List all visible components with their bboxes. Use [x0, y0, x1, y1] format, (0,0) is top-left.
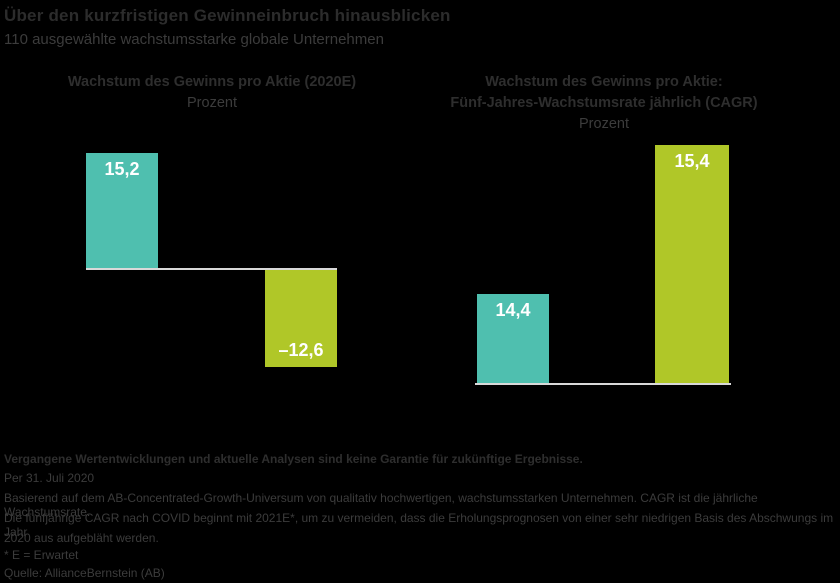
- footer-note-line2: Die fünfjährige CAGR nach COVID beginnt …: [4, 511, 834, 539]
- right-chart-title-line1: Wachstum des Gewinns pro Aktie:: [485, 74, 723, 90]
- footer-disclaimer: Vergangene Wertentwicklungen und aktuell…: [4, 452, 583, 466]
- right-chart-bar-cagr-lime: 15,4: [655, 145, 729, 383]
- footer-note-line1: Basierend auf dem AB-Concentrated-Growth…: [4, 491, 758, 519]
- bar-value-label: 15,2: [104, 159, 140, 179]
- right-chart-zero-baseline: [475, 383, 731, 385]
- bar-value-label: 15,4: [674, 151, 710, 171]
- footer-as-of-date: Per 31. Juli 2020: [4, 471, 95, 485]
- bar-value-label: 14,4: [495, 300, 531, 320]
- page-title: Über den kurzfristigen Gewinneinbruch hi…: [4, 6, 451, 25]
- left-chart-title: Wachstum des Gewinns pro Aktie (2020E): [67, 74, 357, 90]
- right-chart-bar-cagr-teal: 14,4: [477, 294, 549, 383]
- right-chart-title-line2: Fünf-Jahres-Wachstumsrate jährlich (CAGR…: [450, 95, 758, 111]
- footer-source: Quelle: AllianceBernstein (AB): [4, 566, 165, 580]
- bar-value-label: –12,6: [278, 340, 324, 360]
- left-chart-zero-baseline: [86, 268, 337, 270]
- left-chart-bar-2020e-negative: –12,6: [265, 270, 337, 367]
- left-chart-unit-label: Prozent: [187, 95, 237, 111]
- page-subtitle: 110 ausgewählte wachstumsstarke globale …: [4, 31, 384, 48]
- right-chart-unit-label: Prozent: [579, 116, 629, 132]
- footer-footnote: * E = Erwartet: [4, 548, 79, 562]
- footer-note-line3: 2020 aus aufgebläht werden.: [4, 531, 159, 545]
- left-chart-bar-2020e-positive: 15,2: [86, 153, 158, 268]
